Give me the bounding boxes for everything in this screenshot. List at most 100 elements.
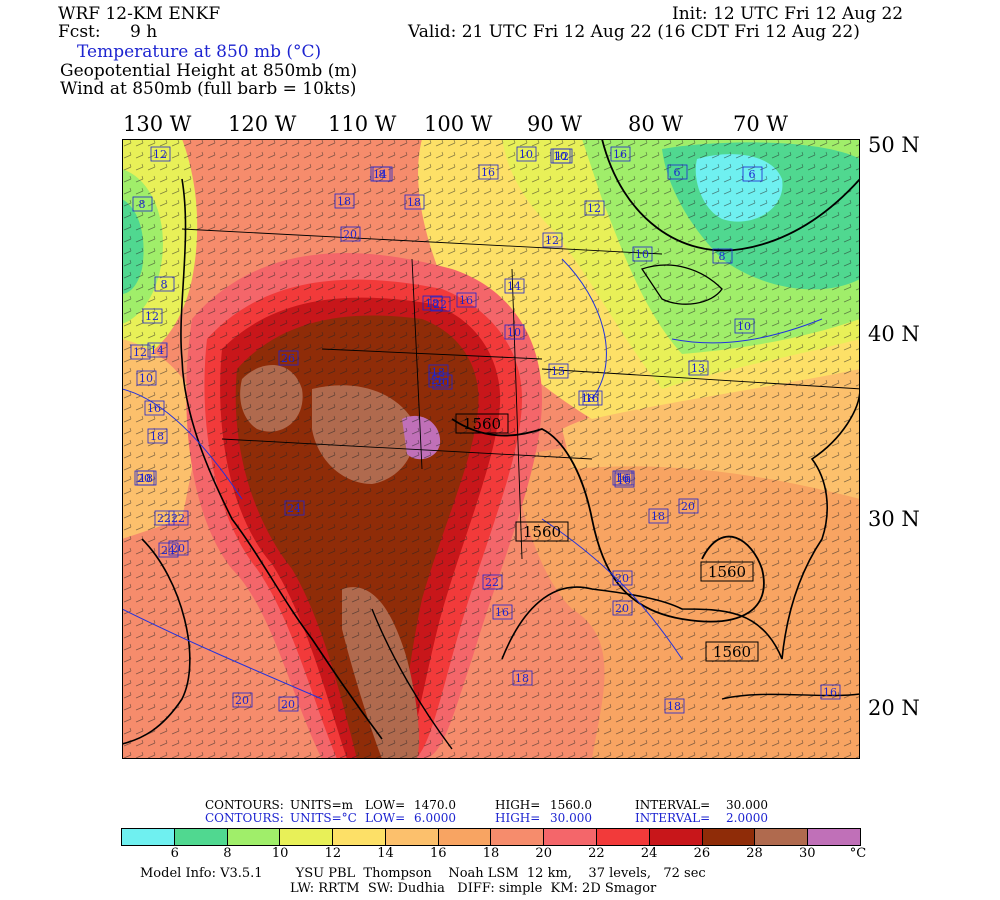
height-contour xyxy=(122,538,191,745)
height-contour-label: 1560 xyxy=(515,521,569,542)
temp-contour-label: 20 xyxy=(278,696,299,712)
height-interval-label: INTERVAL= xyxy=(635,798,711,812)
temp-contour-label: 14 xyxy=(504,278,525,294)
temp-contour-label: 22 xyxy=(154,510,175,526)
color-scale-bin xyxy=(649,829,703,845)
height-contour xyxy=(601,139,860,252)
temp-contour-label: 18 xyxy=(648,508,669,524)
svg-text:20: 20 xyxy=(681,500,695,513)
height-contours-label: CONTOURS: xyxy=(205,798,284,812)
temp-contour-label: 18 xyxy=(147,428,168,444)
svg-text:20: 20 xyxy=(615,572,629,585)
color-scale-tick: 6 xyxy=(170,846,179,861)
temp-contour-label: 18 xyxy=(428,364,449,380)
temp-contour-label: 18 xyxy=(578,390,599,406)
svg-text:12: 12 xyxy=(153,148,167,161)
svg-text:10: 10 xyxy=(737,320,751,333)
forecast-hour: 9 h xyxy=(130,22,158,42)
height-high: 1560.0 xyxy=(550,798,592,812)
temp-contour-label: 24 xyxy=(158,542,179,558)
svg-text:16: 16 xyxy=(617,474,631,487)
lat-label: 50 N xyxy=(868,133,920,157)
svg-text:22: 22 xyxy=(433,298,447,311)
svg-text:10: 10 xyxy=(507,326,521,339)
svg-text:24: 24 xyxy=(287,502,301,515)
height-low: 1470.0 xyxy=(414,798,456,812)
svg-text:26: 26 xyxy=(281,352,295,365)
svg-text:14: 14 xyxy=(150,344,164,357)
svg-text:18: 18 xyxy=(431,366,445,379)
svg-text:22: 22 xyxy=(485,576,499,589)
temp-contours-label: CONTOURS: xyxy=(205,811,284,825)
color-scale-bin xyxy=(808,829,860,845)
svg-text:13: 13 xyxy=(691,362,705,375)
svg-text:1560: 1560 xyxy=(523,523,561,541)
svg-text:18: 18 xyxy=(139,472,153,485)
svg-text:16: 16 xyxy=(615,472,629,485)
lon-label: 90 W xyxy=(527,112,582,136)
svg-text:12: 12 xyxy=(555,150,569,163)
svg-text:22: 22 xyxy=(171,512,185,525)
height-contour-label: 1560 xyxy=(700,561,754,582)
svg-text:1560: 1560 xyxy=(708,563,746,581)
color-scale-tick: 22 xyxy=(588,846,605,861)
color-scale xyxy=(122,829,860,845)
color-scale-tick: 30 xyxy=(799,846,816,861)
color-scale-tick: 18 xyxy=(482,846,500,861)
svg-text:16: 16 xyxy=(585,392,599,405)
map-frame xyxy=(122,139,860,759)
valid-time: Valid: 21 UTC Fri 12 Aug 22 (16 CDT Fri … xyxy=(408,22,860,42)
state-borders xyxy=(181,228,860,560)
color-scale-tick: 12 xyxy=(324,846,342,861)
svg-text:12: 12 xyxy=(145,310,159,323)
temp-contour-label: 26 xyxy=(428,372,449,388)
svg-text:10: 10 xyxy=(635,248,649,261)
svg-text:6: 6 xyxy=(674,166,681,179)
svg-text:12: 12 xyxy=(133,346,147,359)
color-scale-tick: 20 xyxy=(535,846,552,861)
lon-label: 70 W xyxy=(733,112,788,136)
model-physics: LW: RRTM SW: Dudhia DIFF: simple KM: 2D … xyxy=(290,881,657,896)
color-scale-bin xyxy=(174,829,228,845)
svg-text:14: 14 xyxy=(373,168,387,181)
color-scale-bin xyxy=(597,829,650,845)
temp-interval: 2.0000 xyxy=(726,811,768,825)
svg-text:1560: 1560 xyxy=(463,415,501,433)
baja-coastline xyxy=(371,608,453,750)
color-scale-bin xyxy=(227,829,281,845)
temp-contour-label: 18 xyxy=(512,670,533,686)
svg-text:20: 20 xyxy=(235,694,249,707)
lon-label: 120 W xyxy=(228,112,297,136)
color-scale-bin xyxy=(333,829,386,845)
color-scale-tick: 8 xyxy=(223,846,232,861)
color-scale-tick: 14 xyxy=(377,846,394,861)
field-wind: Wind at 850mb (full barb = 10kts) xyxy=(60,79,357,99)
svg-text:16: 16 xyxy=(481,166,495,179)
svg-text:16: 16 xyxy=(459,294,473,307)
temp-high: 30.000 xyxy=(550,811,592,825)
svg-text:8: 8 xyxy=(719,250,726,263)
svg-text:16: 16 xyxy=(617,472,631,485)
temp-contour-label: 6 xyxy=(742,166,763,182)
temp-contour-label: 14 xyxy=(147,342,168,358)
color-scale-tick: 10 xyxy=(271,846,289,861)
model-info: Model Info: V3.5.1 YSU PBL Thompson Noah… xyxy=(140,866,706,881)
color-scale-frame xyxy=(121,828,861,846)
temp-contour-label: 6 xyxy=(667,164,688,180)
forecast-label: Fcst: xyxy=(58,22,101,42)
color-scale-tick: 16 xyxy=(430,846,447,861)
color-scale-bin xyxy=(122,829,175,845)
temp-contour-label: 26 xyxy=(278,350,299,366)
temp-contour-label: 12 xyxy=(584,200,605,216)
lon-label: 130 W xyxy=(123,112,192,136)
field-height: Geopotential Height at 850mb (m) xyxy=(60,61,358,81)
temp-contour-label: 8 xyxy=(132,196,153,212)
svg-text:20: 20 xyxy=(343,228,357,241)
cuba-coastline xyxy=(721,693,860,700)
svg-text:22: 22 xyxy=(157,512,171,525)
lon-label: 100 W xyxy=(424,112,493,136)
height-low-label: LOW= xyxy=(365,798,406,812)
color-scale-bin xyxy=(755,829,809,845)
svg-text:10: 10 xyxy=(553,150,567,163)
